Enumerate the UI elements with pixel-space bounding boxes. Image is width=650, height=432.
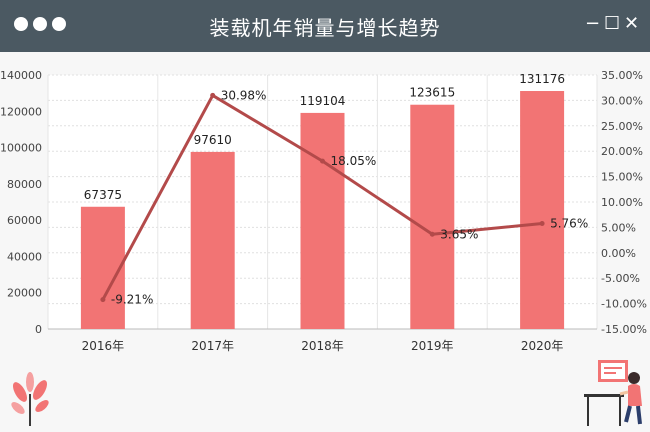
right-tick-label: -5.00% (601, 272, 640, 285)
window-title: 装载机年销量与增长趋势 (209, 16, 441, 40)
right-tick-label: 30.00% (601, 94, 643, 107)
right-tick-label: 25.00% (601, 120, 643, 133)
title-bar: 装载机年销量与增长趋势 − ☐ ✕ (0, 0, 650, 52)
x-tick-label: 2019年 (411, 339, 454, 353)
bar (300, 112, 345, 329)
x-tick-label: 2017年 (191, 339, 234, 353)
growth-point (210, 92, 216, 98)
minimize-icon[interactable]: − (585, 13, 601, 34)
left-tick-label: 120000 (0, 105, 42, 118)
growth-point (320, 158, 325, 164)
plant-illustration-icon (11, 372, 49, 426)
growth-value-label: 5.76% (550, 217, 588, 231)
window-dots (14, 17, 66, 31)
person-at-computer-icon (584, 360, 642, 426)
bar (80, 206, 125, 329)
left-tick-label: 0 (35, 323, 42, 336)
left-tick-label: 80000 (7, 178, 42, 191)
left-tick-label: 60000 (7, 214, 42, 227)
left-tick-label: 40000 (7, 250, 42, 263)
growth-value-label: 30.98% (221, 88, 267, 102)
bar-value-label: 97610 (194, 133, 232, 147)
right-tick-label: 35.00% (601, 69, 643, 82)
right-tick-label: -10.00% (601, 298, 647, 311)
bar-value-label: 123615 (409, 86, 455, 100)
dot-icon[interactable] (14, 17, 28, 31)
growth-value-label: 18.05% (331, 154, 377, 168)
maximize-icon[interactable]: ☐ (604, 13, 621, 34)
bar (520, 91, 565, 329)
bar-value-label: 131176 (519, 72, 565, 86)
left-tick-label: 20000 (7, 287, 42, 300)
dot-icon[interactable] (52, 17, 66, 31)
x-tick-label: 2016年 (82, 339, 125, 353)
growth-point (100, 297, 106, 303)
chart: 0 20000 40000 60000 80000 100000 120000 140000 -… (0, 69, 647, 353)
growth-point (429, 231, 435, 237)
bar (190, 151, 235, 329)
x-tick-label: 2018年 (301, 339, 344, 353)
close-icon[interactable]: ✕ (624, 13, 640, 34)
growth-value-label: 3.65% (440, 227, 478, 241)
growth-point (539, 221, 545, 227)
right-tick-label: 10.00% (601, 196, 643, 209)
right-tick-label: 0.00% (601, 247, 636, 260)
right-tick-label: 15.00% (601, 171, 643, 184)
bar-value-label: 119104 (300, 94, 346, 108)
right-tick-label: -15.00% (601, 323, 647, 336)
right-tick-label: 20.00% (601, 145, 643, 158)
x-tick-label: 2020年 (521, 339, 564, 353)
left-tick-label: 140000 (0, 69, 42, 82)
growth-value-label: -9.21% (111, 293, 153, 307)
bar (410, 104, 455, 329)
right-tick-label: 5.00% (601, 221, 636, 234)
bar-value-label: 67375 (84, 188, 122, 202)
left-tick-label: 100000 (0, 142, 42, 155)
dot-icon[interactable] (33, 17, 47, 31)
